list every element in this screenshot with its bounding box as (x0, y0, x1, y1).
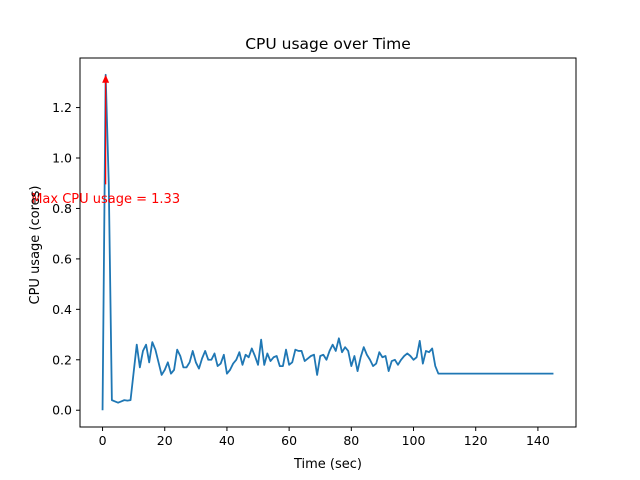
y-tick-label: 0.4 (52, 302, 72, 317)
x-tick-label: 100 (402, 433, 426, 448)
x-tick-label: 140 (526, 433, 550, 448)
series-layer (101, 73, 554, 411)
chart-title: CPU usage over Time (245, 35, 411, 53)
axis-ticks: 0 20 40 60 80 100 120 140 0.0 0.2 0.4 0.6 0.8 1.0 1.2 (52, 100, 550, 448)
y-axis-label: CPU usage (cores) (28, 186, 43, 305)
plot-frame (79, 57, 577, 428)
x-tick-label: 120 (464, 433, 488, 448)
y-tick-label: 0.2 (52, 352, 72, 367)
annotation-arrowhead (102, 74, 110, 83)
max-cpu-annotation: Max CPU usage = 1.33 (31, 192, 180, 207)
x-tick-label: 60 (281, 433, 297, 448)
x-tick-label: 80 (343, 433, 359, 448)
y-tick-label: 0.6 (52, 251, 72, 266)
x-tick-label: 0 (99, 433, 107, 448)
annotation-layer: Max CPU usage = 1.33 (31, 74, 180, 207)
y-tick-label: 0.0 (52, 403, 72, 418)
y-tick-label: 0.8 (52, 201, 72, 216)
x-axis-label: Time (sec) (293, 457, 362, 472)
y-tick-label: 1.0 (52, 151, 72, 166)
x-tick-label: 20 (157, 433, 173, 448)
plot-axes (79, 57, 577, 428)
cpu-usage-line (101, 73, 554, 411)
x-tick-label: 40 (219, 433, 235, 448)
y-tick-label: 1.2 (52, 100, 72, 115)
